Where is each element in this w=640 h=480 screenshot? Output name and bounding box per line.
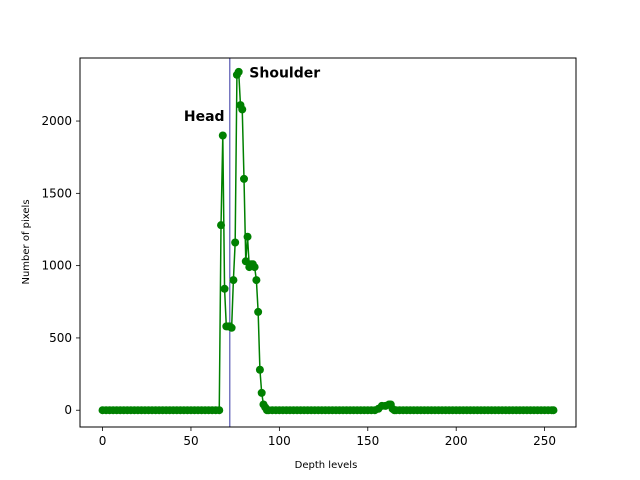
y-tick-label: 1500: [41, 186, 72, 200]
data-point: [243, 232, 252, 241]
data-point: [257, 388, 266, 397]
data-point: [238, 105, 247, 114]
annotation-label: Head: [184, 109, 225, 125]
y-tick-label: 1000: [41, 259, 72, 273]
data-point: [255, 365, 264, 374]
data-point: [218, 131, 227, 140]
x-axis-label: Depth levels: [295, 460, 358, 471]
y-tick-label: 0: [64, 403, 72, 417]
y-axis-label: Number of pixels: [21, 199, 32, 284]
x-tick-label: 50: [183, 434, 198, 448]
x-tick-label: 150: [356, 434, 379, 448]
y-axis: 0 500 1000 1500 2000: [41, 114, 80, 417]
annotations: Head Shoulder: [184, 66, 320, 125]
data-point: [220, 284, 229, 293]
y-tick-label: 500: [49, 331, 72, 345]
x-axis: 0 50 100 150 200 250: [99, 427, 556, 448]
annotation-label: Shoulder: [249, 66, 320, 82]
data-point: [549, 406, 558, 415]
x-tick-label: 0: [99, 434, 107, 448]
data-point: [252, 276, 261, 285]
data-point: [227, 323, 236, 332]
data-point: [217, 221, 226, 230]
y-tick-label: 2000: [41, 114, 72, 128]
data-point: [215, 406, 224, 415]
data-point: [240, 174, 249, 183]
data-point: [229, 276, 238, 285]
axes-frame: [79, 57, 577, 428]
data-point: [254, 307, 263, 316]
x-tick-label: 100: [268, 434, 291, 448]
data-point: [234, 67, 243, 76]
data-point: [250, 263, 259, 272]
x-tick-label: 250: [533, 434, 556, 448]
x-tick-label: 200: [445, 434, 468, 448]
plot-area: [98, 58, 558, 427]
data-point: [231, 238, 240, 247]
